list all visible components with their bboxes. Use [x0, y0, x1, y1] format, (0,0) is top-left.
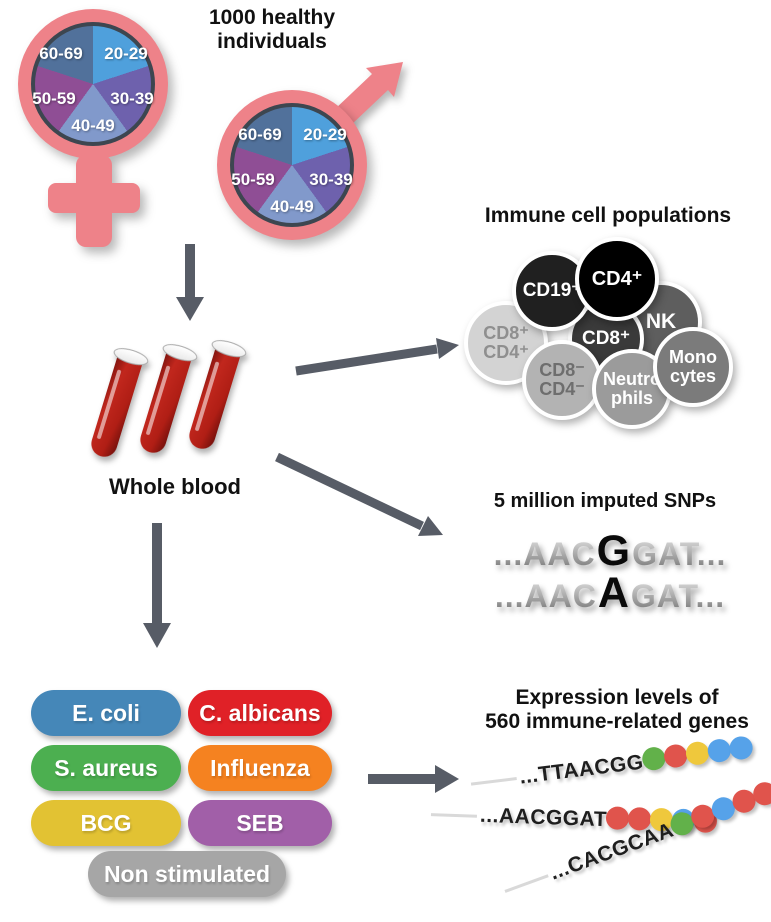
red-expression-dot	[662, 743, 689, 769]
yellow-expression-dot	[684, 740, 711, 767]
female-symbol-crossbar	[48, 183, 140, 213]
sequence-tail-line	[504, 873, 549, 893]
female-pie-label-50-59: 50-59	[32, 89, 76, 108]
arrow-cohort-to-blood	[176, 244, 204, 321]
male-symbol: 20-29 30-39 40-49 50-59 60-69	[217, 90, 367, 240]
female-age-pie-chart	[31, 22, 155, 146]
blue-expression-dot	[728, 735, 754, 761]
stimulus-e-coli: E. coli	[31, 690, 181, 736]
arrow-blood-to-snps	[275, 452, 443, 536]
male-pie-label-60-69: 60-69	[238, 125, 282, 144]
stimulus-bcg: BCG	[31, 800, 181, 846]
female-symbol: 20-29 30-39 40-49 50-59 60-69	[18, 9, 168, 249]
female-pie-label-20-29: 20-29	[104, 44, 148, 63]
male-pie-label-40-49: 40-49	[270, 197, 314, 216]
whole-blood-label: Whole blood	[109, 474, 241, 499]
stimulus-c-albicans: C. albicans	[188, 690, 332, 736]
stimulus-influenza: Influenza	[188, 745, 332, 791]
male-arrow-icon	[334, 62, 403, 126]
cohort-title: 1000 healthy individuals	[172, 6, 372, 54]
expression-title-line1: Expression levels of	[515, 686, 719, 709]
expression-seq-2: ...AACGGAT	[479, 803, 608, 832]
male-age-pie-chart	[230, 103, 354, 227]
arrow-blood-to-stimuli	[143, 523, 171, 648]
immune-cells-title: Immune cell populations	[484, 204, 732, 227]
female-pie-label-60-69: 60-69	[39, 44, 83, 63]
red-expression-dot	[605, 806, 630, 831]
cell-cd4-pos: CD4⁺	[575, 237, 659, 321]
snp-seq1-pre: ...AAC	[493, 536, 596, 572]
snp-seq2-post: GAT...	[630, 578, 726, 614]
snp-seq1-variant-allele: G	[596, 527, 632, 575]
female-pie-label-30-39: 30-39	[110, 89, 154, 108]
snp-title: 5 million imputed SNPs	[493, 490, 717, 512]
snp-seq1-post: GAT...	[632, 536, 727, 572]
snp-seq2-variant-allele: A	[597, 569, 630, 617]
snp-seq2-pre: ...AAC	[494, 578, 597, 614]
cell-monocytes: Mono cytes	[653, 327, 733, 407]
stimulus-seb: SEB	[188, 800, 332, 846]
cohort-title-line2: individuals	[217, 30, 327, 54]
green-expression-dot	[640, 745, 667, 772]
male-pie-label-20-29: 20-29	[303, 125, 347, 144]
arrow-stimuli-to-expression	[368, 765, 459, 793]
female-pie-label-40-49: 40-49	[71, 116, 115, 135]
arrow-blood-to-immune-cells	[295, 338, 459, 376]
sequence-tail-line	[470, 776, 517, 786]
snp-sequence-2: ...AAC A GAT...	[430, 572, 771, 615]
male-pie-label-50-59: 50-59	[231, 170, 275, 189]
blue-expression-dot	[706, 737, 732, 764]
cohort-title-line1: 1000 healthy	[208, 6, 336, 29]
snp-sequence-1: ...AAC G GAT...	[430, 530, 771, 573]
expression-title-line2: 560 immune-related genes	[485, 710, 749, 734]
expression-title: Expression levels of 560 immune-related …	[462, 686, 771, 734]
male-pie-label-30-39: 30-39	[309, 170, 353, 189]
stimulus-s-aureus: S. aureus	[31, 745, 181, 791]
stimulus-non-stimulated: Non stimulated	[88, 851, 286, 897]
sequence-tail-line	[430, 812, 478, 818]
cell-cd8-neg-cd4-neg: CD8⁻ CD4⁻	[522, 340, 602, 420]
